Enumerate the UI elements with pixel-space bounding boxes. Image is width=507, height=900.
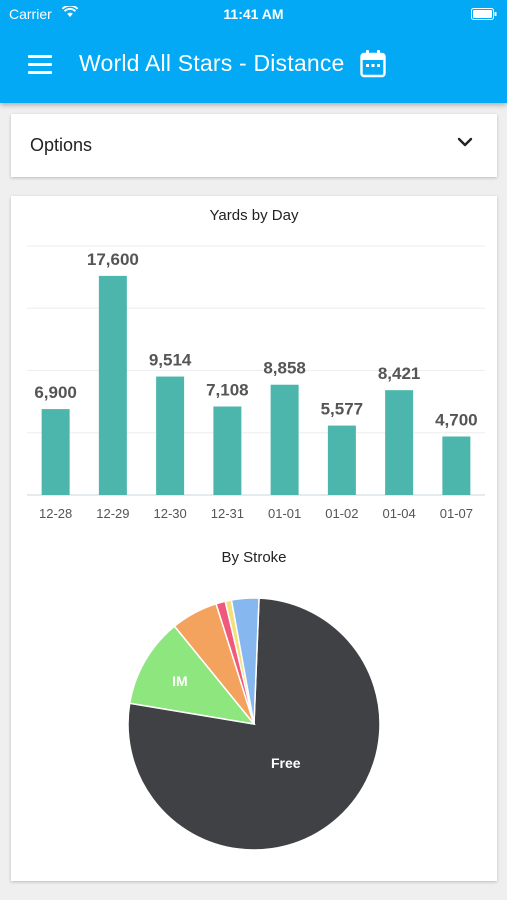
bar-01-07 xyxy=(442,436,471,495)
bar-12-30 xyxy=(156,376,185,495)
bar-12-28 xyxy=(41,409,70,495)
app-header: Carrier 11:41 AM World All Stars - Dista… xyxy=(0,0,507,103)
bar-01-04 xyxy=(385,390,414,495)
yards-by-day-chart: 6,900 12-28 17,600 12-29 9,514 12-30 7,108 12-3… xyxy=(27,245,485,521)
wifi-icon xyxy=(62,6,78,17)
bar-value-label: 8,421 xyxy=(378,364,421,383)
by-stroke-chart: Free IM xyxy=(127,597,381,851)
x-tick-label: 12-28 xyxy=(39,506,72,521)
bar-value-label: 17,600 xyxy=(87,250,139,269)
clock: 11:41 AM xyxy=(223,6,284,22)
bar-value-label: 4,700 xyxy=(435,410,478,429)
bar-12-29 xyxy=(98,275,127,495)
x-tick-label: 12-29 xyxy=(96,506,129,521)
x-tick-label: 01-01 xyxy=(268,506,301,521)
bar-value-label: 8,858 xyxy=(263,359,306,378)
x-tick-label: 01-07 xyxy=(440,506,473,521)
options-label: Options xyxy=(30,135,93,155)
pie-slice-slice-5 xyxy=(230,597,260,725)
pie-slice-im xyxy=(128,625,256,726)
battery-icon xyxy=(471,8,497,20)
pie-slice-label: Free xyxy=(271,755,301,771)
x-tick-label: 12-30 xyxy=(154,506,187,521)
page-title: World All Stars - Distance xyxy=(79,50,345,76)
chevron-down-icon xyxy=(457,137,473,147)
bar-value-label: 5,577 xyxy=(321,400,364,419)
bar-chart-title: Yards by Day xyxy=(209,207,299,224)
x-tick-label: 01-02 xyxy=(325,506,358,521)
x-tick-label: 01-04 xyxy=(383,506,416,521)
bar-value-label: 7,108 xyxy=(206,381,249,400)
bar-value-label: 6,900 xyxy=(34,383,77,402)
bar-12-31 xyxy=(213,406,242,495)
bar-01-01 xyxy=(270,384,299,495)
pie-slice-label: IM xyxy=(172,673,188,689)
calendar-icon[interactable] xyxy=(360,50,386,78)
bar-value-label: 9,514 xyxy=(149,351,192,370)
x-tick-label: 12-31 xyxy=(211,506,244,521)
pie-chart-title: By Stroke xyxy=(221,549,287,566)
charts-card: Yards by Day 6,900 12-28 17,600 12-29 9,514 1… xyxy=(11,196,497,881)
hamburger-menu-icon[interactable] xyxy=(28,55,52,75)
options-dropdown[interactable]: Options xyxy=(11,114,497,177)
status-bar: Carrier 11:41 AM xyxy=(0,0,507,28)
carrier-label: Carrier xyxy=(9,6,52,22)
bar-01-02 xyxy=(327,425,356,495)
